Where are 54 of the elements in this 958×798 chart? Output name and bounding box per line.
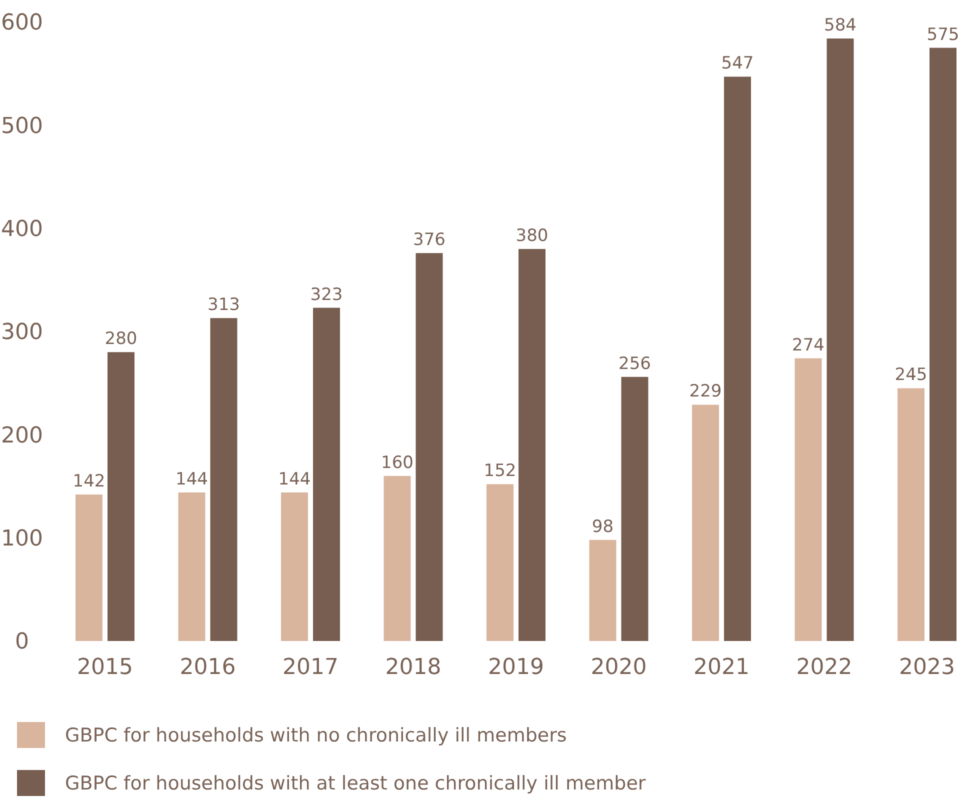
y-tick-label: 500 [1,114,43,139]
x-tick-label: 2023 [899,655,955,680]
bar [621,376,648,641]
data-label: 144 [278,469,311,490]
bar [724,76,751,641]
bar [210,318,238,641]
bar [930,48,956,641]
data-label: 142 [72,472,106,492]
data-label: 547 [721,54,754,74]
bar [826,38,854,641]
x-tick-label: 2021 [694,655,750,680]
data-label: 160 [381,452,414,473]
bar [518,248,546,641]
bar [416,253,443,641]
y-tick-label: 400 [1,217,43,242]
data-label: 229 [689,382,722,402]
bar [76,494,102,641]
bar [178,492,206,641]
data-label: 380 [516,226,548,246]
x-tick-label: 2015 [77,655,133,680]
bar [486,484,514,641]
data-label: 584 [824,16,856,36]
data-label: 144 [176,469,208,490]
x-tick-label: 2016 [180,655,236,680]
y-tick-label: 300 [1,320,43,346]
data-label: 313 [208,295,240,316]
bar [281,492,308,641]
y-tick-label: 200 [1,423,43,448]
x-tick-label: 2018 [385,655,442,680]
legend-label: GBPC for households with no chronically ill members [65,724,567,747]
data-label: 98 [592,516,614,537]
legend-label: GBPC for households with at least one chronically ill member [65,772,646,795]
y-tick-label: 0 [15,630,29,655]
bar [313,308,340,641]
y-tick-label: 100 [1,526,43,552]
data-label: 376 [413,230,446,250]
data-label: 280 [104,329,138,350]
bar [898,388,924,641]
bar [384,476,411,641]
data-label: 274 [792,335,824,356]
bar [108,352,134,641]
data-label: 575 [926,24,958,45]
data-label: 152 [484,461,516,482]
x-tick-label: 2019 [488,655,544,680]
x-tick-label: 2017 [282,655,338,680]
y-tick-label: 600 [1,10,43,36]
data-label: 256 [618,354,651,374]
bar [794,358,822,641]
x-tick-label: 2020 [590,655,647,680]
bar [589,540,616,641]
bar [692,404,719,641]
data-label: 245 [894,365,928,386]
data-label: 323 [310,284,343,305]
x-tick-label: 2022 [796,655,852,680]
